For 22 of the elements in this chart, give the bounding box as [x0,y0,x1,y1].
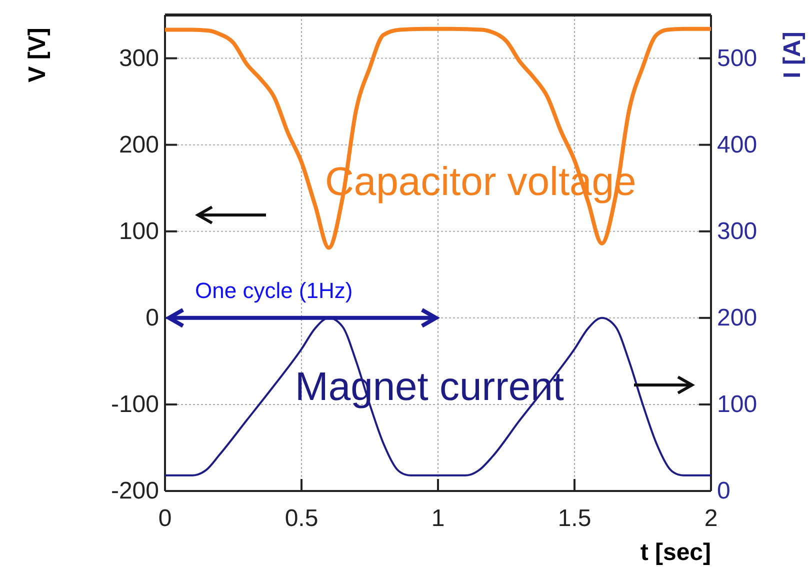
x-tick-label: 2 [704,505,718,532]
y-tick-label: 300 [118,44,159,72]
y2-axis-title: I [A] [779,32,806,78]
x-tick-label: 1 [431,505,445,532]
y2-tick-label: 200 [717,304,758,332]
y2-tick-label: 0 [717,478,730,505]
line-series [164,316,712,476]
x-tick-label: 1.5 [558,505,592,532]
x-tick-label: 0.5 [284,505,318,532]
y-tick-label: 100 [118,218,159,246]
y2-tick-label: 400 [717,132,758,158]
annotation: One cycle (1Hz) [195,278,353,303]
y2-tick-label: 500 [717,44,758,72]
y2-tick-label: 100 [717,391,758,418]
y2-tick-label: 300 [717,218,758,246]
y-axis-title: V [V] [24,28,51,82]
x-axis-title: t [sec] [640,539,711,566]
y-tick-label: -200 [110,478,159,505]
y-tick-label: 0 [146,304,159,332]
line-series [163,26,713,250]
y-tick-label: -100 [110,391,159,418]
y-tick-label: 200 [118,132,159,158]
